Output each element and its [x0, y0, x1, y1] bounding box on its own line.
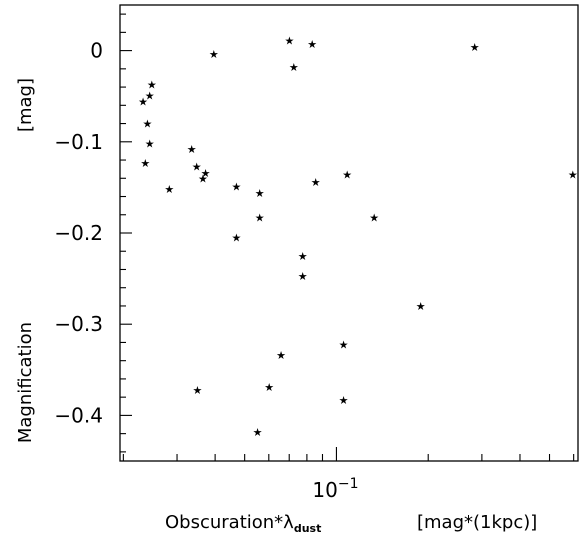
- data-point: ★: [289, 61, 299, 74]
- data-point: ★: [568, 169, 578, 182]
- data-point: ★: [369, 211, 379, 224]
- data-point: ★: [145, 138, 155, 151]
- plot-frame: [119, 4, 579, 462]
- data-point: ★: [255, 211, 265, 224]
- x-axis-unit: [mag*(1kpc)]: [417, 512, 537, 533]
- data-point: ★: [145, 89, 155, 102]
- data-point: ★: [416, 300, 426, 313]
- data-point: ★: [147, 78, 157, 91]
- data-point: ★: [209, 48, 219, 61]
- data-point: ★: [187, 143, 197, 156]
- data-point: ★: [253, 426, 263, 439]
- y-tick-label: −0.3: [54, 312, 103, 336]
- x-axis-label-main: Obscuration*λ: [165, 512, 294, 533]
- data-point: ★: [164, 183, 174, 196]
- y-tick-label: −0.4: [54, 403, 103, 427]
- x-axis-label-subscript: dust: [294, 522, 322, 535]
- data-point: ★: [307, 38, 317, 51]
- data-point: ★: [284, 35, 294, 48]
- data-point: ★: [201, 167, 211, 180]
- y-axis: 0 −0.1 −0.2 −0.3 −0.4: [54, 13, 132, 453]
- data-point: ★: [232, 232, 242, 245]
- x-axis-label: Obscuration*λdust: [165, 512, 321, 535]
- data-point: ★: [339, 338, 349, 351]
- data-points: ★★★★★★★★★★★★★★★★★★★★★★★★★★★★★★★★★: [138, 35, 578, 439]
- y-tick-label: −0.1: [54, 130, 103, 154]
- data-point: ★: [342, 169, 352, 182]
- data-point: ★: [276, 349, 286, 362]
- data-point: ★: [264, 381, 274, 394]
- x-tick-label: 10−1: [312, 476, 358, 502]
- data-point: ★: [298, 250, 308, 263]
- x-axis: 10−1: [122, 447, 575, 502]
- y-axis-unit: [mag]: [15, 78, 36, 132]
- data-point: ★: [193, 384, 203, 397]
- data-point: ★: [140, 157, 150, 170]
- data-point: ★: [192, 160, 202, 173]
- data-point: ★: [143, 118, 153, 131]
- data-point: ★: [138, 96, 148, 109]
- data-point: ★: [232, 180, 242, 193]
- data-point: ★: [339, 394, 349, 407]
- data-point: ★: [311, 176, 321, 189]
- data-point: ★: [470, 41, 480, 54]
- data-point: ★: [198, 172, 208, 185]
- y-tick-label: −0.2: [54, 221, 103, 245]
- y-axis-label: Magnification: [15, 322, 36, 443]
- y-tick-label: 0: [90, 39, 103, 63]
- data-point: ★: [255, 187, 265, 200]
- data-point: ★: [298, 270, 308, 283]
